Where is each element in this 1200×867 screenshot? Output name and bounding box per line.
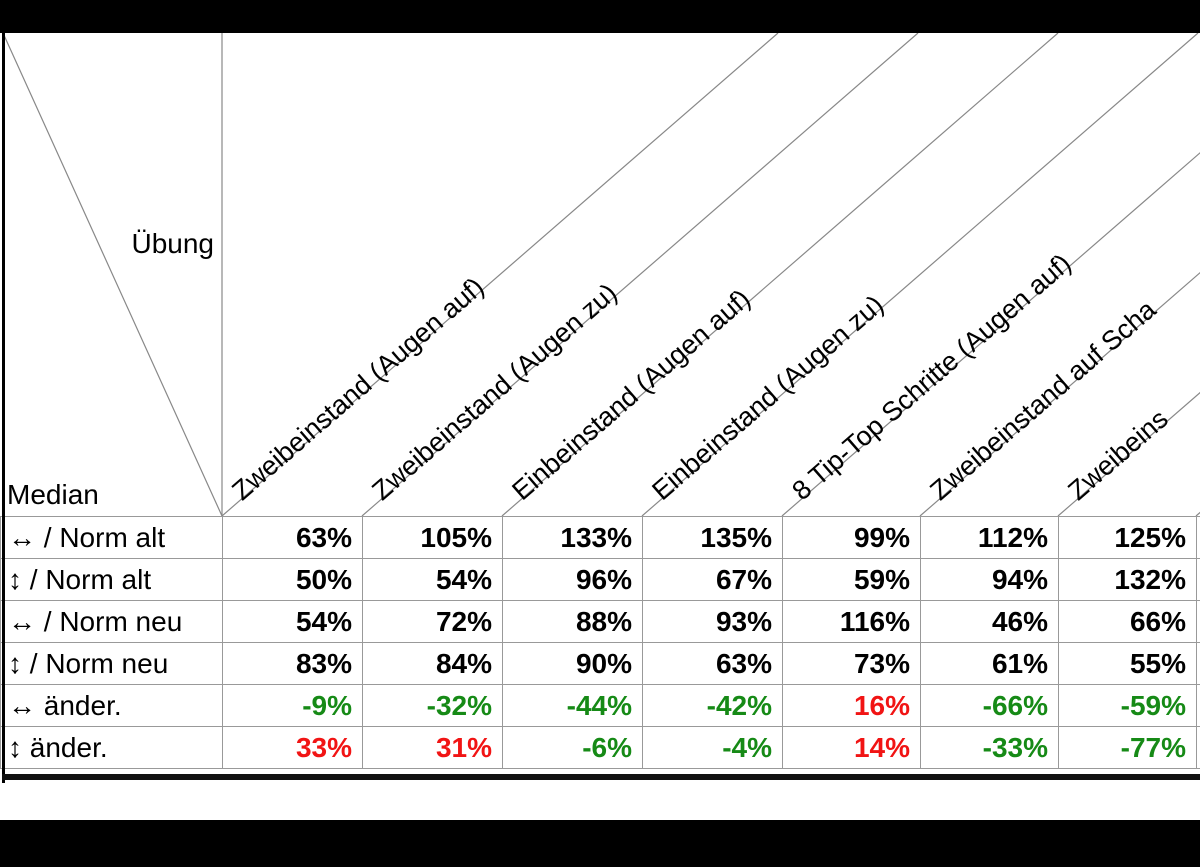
table-row: ↕ / Norm neu 83% 84% 90% 63% 73% 61% 55% <box>0 642 1200 685</box>
row-label-cell: ↔ / Norm alt <box>0 516 223 559</box>
value-cell: -9% <box>222 684 363 727</box>
value-cell: 125% <box>1058 516 1197 559</box>
clipped-value-cell <box>1196 642 1200 685</box>
value-cell: 14% <box>782 726 921 769</box>
value-cell: 54% <box>222 600 363 643</box>
value-cell: 63% <box>222 516 363 559</box>
value-cell: 73% <box>782 642 921 685</box>
table-panel: Übung Median Zweibeinstand (Augen auf) Zw… <box>0 33 1200 820</box>
value-cell: 61% <box>920 642 1059 685</box>
value-cell: 66% <box>1058 600 1197 643</box>
row-label-cell: ↔ änder. <box>0 684 223 727</box>
value-cell: -6% <box>502 726 643 769</box>
value-cell: 67% <box>642 558 783 601</box>
header-separator-line <box>919 271 1200 516</box>
letterbox-top <box>0 0 1200 33</box>
table-bottom-border <box>2 774 1200 780</box>
header-separator-line <box>501 33 1059 516</box>
value-cell: 55% <box>1058 642 1197 685</box>
value-cell: -42% <box>642 684 783 727</box>
table-row: ↔ / Norm neu 54% 72% 88% 93% 116% 46% 66% <box>0 600 1200 643</box>
value-cell: 59% <box>782 558 921 601</box>
clipped-value-cell <box>1196 600 1200 643</box>
value-cell: 133% <box>502 516 643 559</box>
letterbox-bottom <box>0 820 1200 867</box>
value-cell: -4% <box>642 726 783 769</box>
value-cell: 132% <box>1058 558 1197 601</box>
value-cell: -59% <box>1058 684 1197 727</box>
row-label-cell: ↕ / Norm alt <box>0 558 223 601</box>
table-row: ↕ änder. 33% 31% -6% -4% 14% -33% -77% <box>0 726 1200 769</box>
corner-label-uebung: Übung <box>131 228 214 259</box>
value-cell: 33% <box>222 726 363 769</box>
header-separator-line <box>781 152 1200 516</box>
value-cell: 54% <box>362 558 503 601</box>
header-separator-line <box>361 33 919 516</box>
row-label-cell: ↕ / Norm neu <box>0 642 223 685</box>
value-cell: 93% <box>642 600 783 643</box>
value-cell: 116% <box>782 600 921 643</box>
value-cell: 46% <box>920 600 1059 643</box>
table-row: ↔ änder. -9% -32% -44% -42% 16% -66% -59% <box>0 684 1200 727</box>
value-cell: 63% <box>642 642 783 685</box>
value-cell: 16% <box>782 684 921 727</box>
value-cell: 135% <box>642 516 783 559</box>
value-cell: -33% <box>920 726 1059 769</box>
header-separator-line <box>1057 391 1200 516</box>
header-separator-line <box>2 33 223 516</box>
value-cell: -44% <box>502 684 643 727</box>
value-cell: 50% <box>222 558 363 601</box>
table-row: ↕ / Norm alt 50% 54% 96% 67% 59% 94% 132% <box>0 558 1200 601</box>
row-label-cell: ↔ / Norm neu <box>0 600 223 643</box>
clipped-value-cell <box>1196 726 1200 769</box>
value-cell: 83% <box>222 642 363 685</box>
median-data-table: ↔ / Norm alt 63% 105% 133% 135% 99% 112% 125% ↕ … <box>0 516 1200 769</box>
value-cell: 84% <box>362 642 503 685</box>
row-label-cell: ↕ änder. <box>0 726 223 769</box>
value-cell: -32% <box>362 684 503 727</box>
clipped-value-cell <box>1196 684 1200 727</box>
clipped-value-cell <box>1196 558 1200 601</box>
value-cell: 72% <box>362 600 503 643</box>
value-cell: 99% <box>782 516 921 559</box>
value-cell: 105% <box>362 516 503 559</box>
header-separator-line <box>641 33 1199 516</box>
header-grid-lines <box>2 33 1200 516</box>
value-cell: 31% <box>362 726 503 769</box>
value-cell: -77% <box>1058 726 1197 769</box>
value-cell: -66% <box>920 684 1059 727</box>
corner-label-median: Median <box>7 479 99 510</box>
value-cell: 90% <box>502 642 643 685</box>
header-separator-line <box>221 33 779 516</box>
value-cell: 94% <box>920 558 1059 601</box>
value-cell: 96% <box>502 558 643 601</box>
clipped-value-cell <box>1196 516 1200 559</box>
value-cell: 88% <box>502 600 643 643</box>
table-row: ↔ / Norm alt 63% 105% 133% 135% 99% 112% 125% <box>0 516 1200 559</box>
value-cell: 112% <box>920 516 1059 559</box>
table-left-border <box>2 33 5 783</box>
